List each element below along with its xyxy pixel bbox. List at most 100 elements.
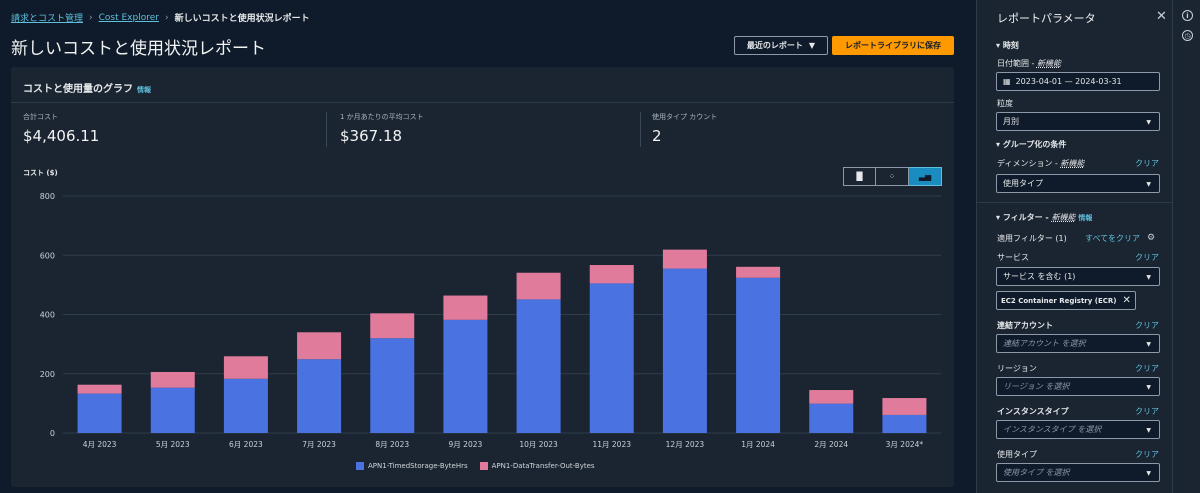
instance-type-placeholder: インスタンスタイプ を選択 (1003, 425, 1102, 434)
date-range-label-text: 日付範囲 - (997, 59, 1035, 68)
divider (977, 202, 1172, 203)
granularity-label: 粒度 (997, 99, 1013, 108)
bar-segment (370, 338, 415, 433)
breadcrumb-cost-explorer-link[interactable]: Cost Explorer (98, 12, 159, 23)
date-range-value: 2023-04-01 — 2024-03-31 (1015, 77, 1122, 86)
service-select[interactable]: サービス を含む (1) ▼ (996, 267, 1160, 286)
settings-gear-icon[interactable]: ⚙ (1147, 233, 1156, 243)
line-chart-icon[interactable]: ⁘ (876, 167, 909, 186)
x-tick-label: 8月 2023 (375, 440, 409, 449)
linked-account-clear-link[interactable]: クリア (1135, 321, 1159, 330)
section-filters[interactable]: ▾ フィルター - 新機能 情報 (996, 213, 1093, 222)
x-tick-label: 12月 2023 (666, 440, 705, 449)
dimension-label-text: ディメンション - (997, 159, 1058, 168)
kpi-value: $4,406.11 (23, 127, 100, 145)
chevron-right-icon: › (89, 12, 93, 23)
info-link[interactable]: 情報 (1078, 214, 1093, 222)
history-icon[interactable]: ◷ (1182, 30, 1193, 41)
caret-down-icon: ▼ (808, 41, 816, 50)
clear-all-link[interactable]: すべてをクリア (1085, 234, 1140, 243)
bar-chart-icon[interactable]: ▐▌ (843, 167, 876, 186)
region-label: リージョン (997, 364, 1037, 373)
x-tick-label: 5月 2023 (156, 440, 190, 449)
linked-account-placeholder: 連結アカウント を選択 (1003, 339, 1086, 348)
bar-segment (736, 277, 781, 433)
caret-down-icon: ▼ (1146, 341, 1151, 348)
kpi-total-cost: 合計コスト $4,406.11 (23, 112, 99, 145)
x-tick-label: 9月 2023 (449, 440, 483, 449)
service-value: サービス を含む (1) (1003, 272, 1076, 281)
new-feature-tag: 新機能 (1051, 213, 1076, 222)
bar-segment (443, 295, 488, 320)
recent-reports-button[interactable]: 最近のレポート ▼ (734, 36, 828, 55)
y-tick-label: 800 (40, 192, 55, 201)
service-clear-link[interactable]: クリア (1135, 253, 1159, 262)
bar-segment (297, 359, 342, 433)
remove-chip-icon[interactable]: ✕ (1122, 295, 1131, 306)
x-tick-label: 7月 2023 (302, 440, 336, 449)
drawer-title: レポートパラメータ (997, 12, 1096, 25)
stacked-bar-chart-icon[interactable]: ▃▅ (909, 167, 942, 186)
page-title: 新しいコストと使用状況レポート (11, 39, 266, 59)
y-tick-label: 600 (40, 251, 55, 260)
instance-type-clear-link[interactable]: クリア (1135, 407, 1159, 416)
dimension-clear-link[interactable]: クリア (1135, 159, 1159, 168)
kpi-divider (640, 112, 641, 147)
calendar-icon: ▦ (1003, 77, 1011, 86)
caret-down-icon: ▼ (1146, 181, 1151, 188)
bar-segment (516, 272, 561, 300)
granularity-value: 月別 (1003, 117, 1019, 126)
legend-item[interactable]: APN1-DataTransfer-Out-Bytes (479, 462, 595, 470)
main-content: 請求とコスト管理 › Cost Explorer › 新しいコストと使用状況レポ… (11, 11, 954, 487)
granularity-select[interactable]: 月別 ▼ (996, 112, 1160, 131)
date-range-label: 日付範囲 - 新機能 (997, 58, 1061, 69)
chart-legend: APN1-TimedStorage-ByteHrs APN1-DataTrans… (356, 462, 595, 470)
bar-segment (809, 390, 854, 404)
region-select[interactable]: リージョン を選択 ▼ (996, 377, 1160, 396)
dimension-value: 使用タイプ (1003, 179, 1043, 188)
close-icon[interactable]: ✕ (1156, 9, 1167, 24)
x-tick-label: 2月 2024 (814, 440, 848, 449)
dimension-label: ディメンション - 新機能 (997, 158, 1084, 169)
instance-type-label: インスタンスタイプ (997, 407, 1069, 416)
bar-segment (589, 283, 634, 433)
new-feature-tag: 新機能 (1036, 59, 1061, 68)
caret-down-icon: ▼ (1146, 427, 1151, 434)
usage-type-select[interactable]: 使用タイプ を選択 ▼ (996, 463, 1160, 482)
section-group-by-label: グループ化の条件 (1002, 140, 1067, 149)
x-tick-label: 11月 2023 (592, 440, 631, 449)
usage-type-placeholder: 使用タイプ を選択 (1003, 468, 1070, 477)
breadcrumb-billing-link[interactable]: 請求とコスト管理 (11, 14, 84, 24)
kpi-value: $367.18 (340, 127, 403, 145)
dimension-select[interactable]: 使用タイプ ▼ (996, 174, 1160, 193)
applied-filters-label: 適用フィルター (1) (997, 234, 1067, 243)
section-group-by[interactable]: ▾ グループ化の条件 (996, 140, 1067, 149)
x-tick-label: 6月 2023 (229, 440, 263, 449)
service-filter-chip: EC2 Container Registry (ECR) ✕ (996, 291, 1136, 310)
caret-down-icon: ▼ (1146, 470, 1151, 477)
legend-item[interactable]: APN1-TimedStorage-ByteHrs (356, 462, 468, 470)
kpi-usage-type-count: 使用タイプ カウント 2 (652, 112, 717, 145)
info-icon[interactable]: i (1182, 10, 1193, 21)
y-tick-label: 400 (40, 311, 55, 320)
breadcrumb: 請求とコスト管理 › Cost Explorer › 新しいコストと使用状況レポ… (11, 11, 310, 25)
bar-segment (662, 249, 707, 269)
bar-segment (370, 313, 415, 339)
bar-segment (882, 398, 927, 415)
section-time[interactable]: ▾ 時刻 (996, 41, 1019, 50)
save-to-library-button[interactable]: レポートライブラリに保存 (832, 36, 954, 55)
legend-swatch (356, 462, 364, 470)
x-tick-label: 1月 2024 (741, 440, 775, 449)
info-link[interactable]: 情報 (137, 86, 151, 94)
bar-segment (662, 268, 707, 433)
legend-label: APN1-DataTransfer-Out-Bytes (491, 462, 595, 470)
linked-account-select[interactable]: 連結アカウント を選択 ▼ (996, 334, 1160, 353)
section-time-label: 時刻 (1002, 41, 1019, 50)
region-clear-link[interactable]: クリア (1135, 364, 1159, 373)
bar-segment (223, 378, 268, 433)
report-parameters-drawer: レポートパラメータ ✕ ▾ 時刻 日付範囲 - 新機能 ▦ 2023-04-01… (976, 0, 1172, 493)
date-range-field[interactable]: ▦ 2023-04-01 — 2024-03-31 (996, 72, 1160, 91)
usage-type-clear-link[interactable]: クリア (1135, 450, 1159, 459)
panel-header: コストと使用量のグラフ 情報 (11, 67, 954, 103)
instance-type-select[interactable]: インスタンスタイプ を選択 ▼ (996, 420, 1160, 439)
